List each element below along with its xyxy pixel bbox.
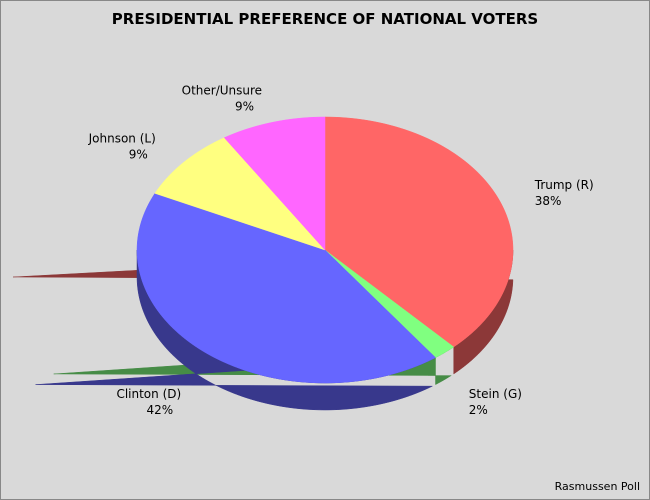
value-label: 42% bbox=[147, 403, 174, 417]
value-label: 38% bbox=[535, 194, 562, 208]
value-label: 9% bbox=[235, 100, 254, 114]
category-label: Stein (G) bbox=[469, 387, 522, 401]
slice bbox=[324, 249, 455, 358]
chart-title: PRESIDENTIAL PREFERENCE OF NATIONAL VOTE… bbox=[112, 10, 538, 28]
category-label: Johnson (L) bbox=[88, 131, 156, 145]
category-label: Clinton (D) bbox=[116, 387, 181, 401]
value-label: 2% bbox=[469, 403, 488, 417]
category-label: Other/Unsure bbox=[182, 84, 262, 98]
category-label: Trump (R) bbox=[534, 178, 594, 192]
value-label: 9% bbox=[129, 147, 148, 161]
slice bbox=[223, 116, 326, 251]
slice bbox=[154, 137, 326, 251]
source: Rasmussen Poll bbox=[555, 480, 640, 493]
slice bbox=[324, 116, 514, 348]
slice bbox=[136, 193, 436, 384]
